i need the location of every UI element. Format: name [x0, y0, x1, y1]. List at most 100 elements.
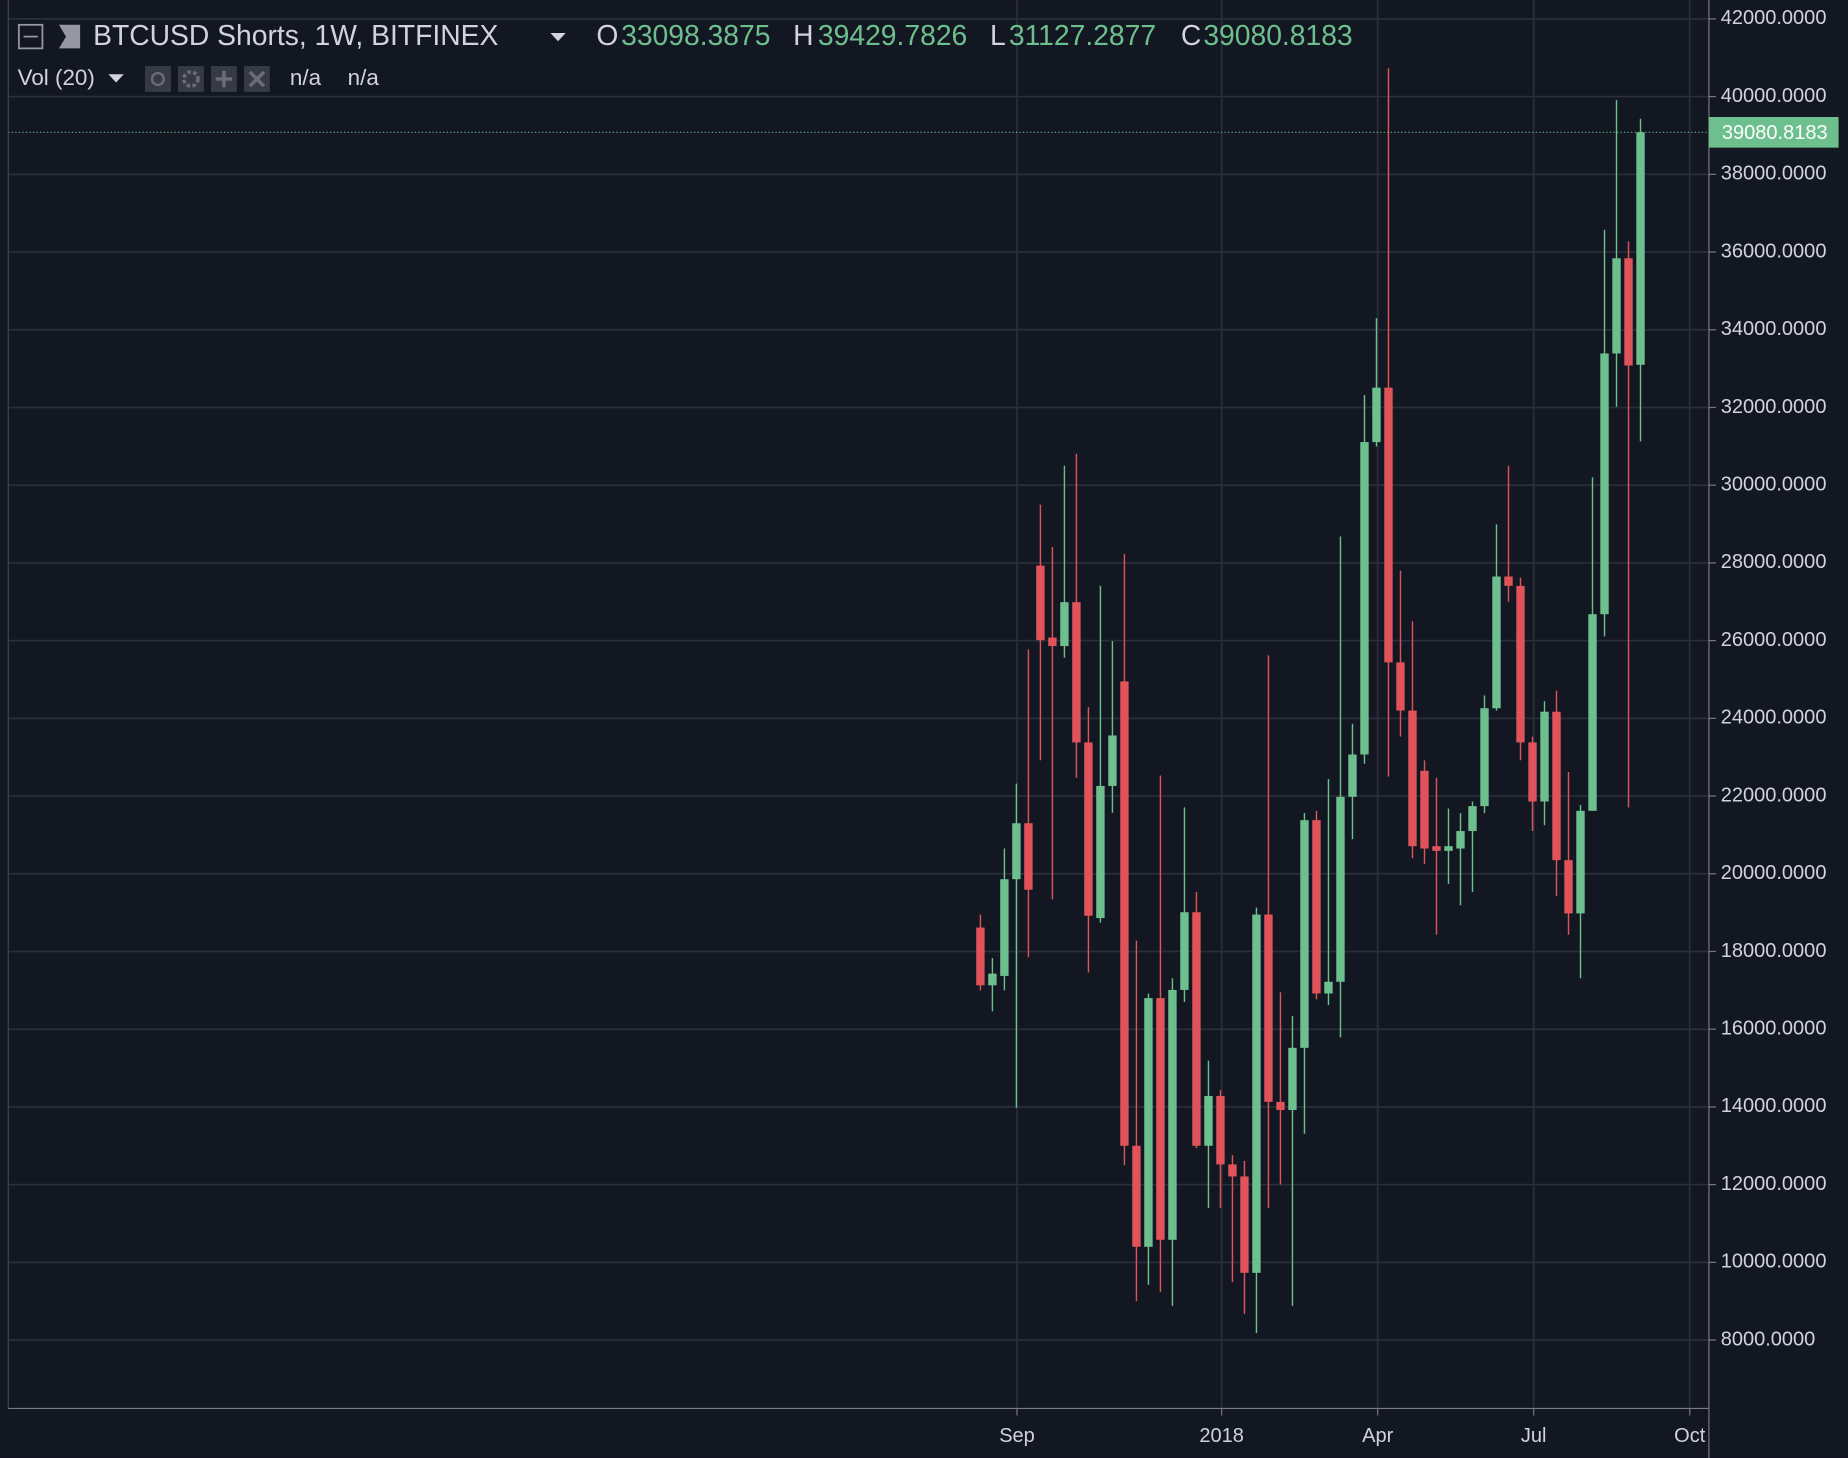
- candle-body: [1600, 353, 1609, 615]
- candles: [8, 68, 1709, 1334]
- y-tick-label: 20000.0000: [1721, 862, 1827, 884]
- y-tick-label: 12000.0000: [1721, 1173, 1827, 1195]
- eye-icon: [150, 71, 166, 87]
- gear-icon: [182, 70, 200, 88]
- candle-body: [1444, 846, 1453, 851]
- candle-body: [1468, 806, 1477, 832]
- plus-icon: [215, 70, 233, 88]
- candle-body: [1276, 1101, 1285, 1111]
- ohlc-value: 39080.8183: [1203, 19, 1352, 51]
- y-tick-label: 38000.0000: [1721, 163, 1827, 185]
- candle-body: [1360, 442, 1369, 755]
- ohlc-value: 33098.3875: [621, 19, 770, 51]
- candle-body: [1504, 576, 1513, 586]
- last-price-badge: [1708, 117, 1839, 148]
- candle-body: [1336, 796, 1345, 982]
- y-tick-label: 30000.0000: [1721, 473, 1827, 495]
- y-tick-label: 32000.0000: [1721, 396, 1827, 418]
- ohlc-value: 31127.2877: [1009, 19, 1156, 51]
- candle-body: [1552, 711, 1561, 861]
- indicator-dropdown[interactable]: [108, 74, 124, 83]
- y-tick-label: 34000.0000: [1721, 318, 1827, 340]
- candle-body: [1192, 912, 1201, 1146]
- y-tick-label: 10000.0000: [1721, 1251, 1827, 1273]
- candle-body: [1564, 860, 1573, 914]
- ohlc-label: C: [1181, 19, 1201, 51]
- candle-body: [1036, 565, 1045, 641]
- candle-body: [1012, 823, 1021, 880]
- candle-body: [988, 973, 997, 986]
- candle-body: [1396, 662, 1405, 711]
- candle-body: [1252, 914, 1261, 1273]
- last-price-label: 39080.8183: [1722, 122, 1828, 144]
- candle-body: [1264, 914, 1273, 1102]
- ohlc-label: H: [793, 19, 813, 51]
- x-tick-label: Apr: [1362, 1425, 1393, 1447]
- candle-body: [1096, 785, 1105, 919]
- candle-body: [1384, 387, 1393, 663]
- candle-body: [1420, 770, 1429, 849]
- collapse-button[interactable]: [17, 23, 44, 50]
- ohlc-value: 39429.7826: [818, 19, 967, 51]
- candle-body: [1324, 981, 1333, 994]
- y-tick-label: 22000.0000: [1721, 784, 1827, 806]
- candle-body: [1456, 831, 1465, 849]
- candle-body: [1588, 614, 1597, 811]
- grid: [8, 0, 1709, 1409]
- y-tick-label: 16000.0000: [1721, 1017, 1827, 1039]
- indicator-title[interactable]: Vol (20): [18, 65, 95, 90]
- candle-body: [1408, 710, 1417, 847]
- candle-body: [1060, 602, 1069, 647]
- candle-body: [1288, 1047, 1297, 1111]
- indicator-value: n/a: [290, 65, 322, 90]
- candle-body: [1516, 585, 1525, 743]
- candle-body: [1144, 998, 1153, 1247]
- candle-body: [1528, 742, 1537, 802]
- candle-body: [1024, 823, 1033, 890]
- candle-body: [1228, 1164, 1237, 1177]
- candle-body: [1000, 879, 1009, 976]
- candle-body: [1540, 711, 1549, 802]
- candle-body: [1624, 258, 1633, 366]
- y-tick-label: 42000.0000: [1721, 7, 1827, 29]
- y-tick-label: 8000.0000: [1721, 1328, 1816, 1350]
- symbol-title[interactable]: BTCUSD Shorts, 1W, BITFINEX: [93, 19, 498, 51]
- candle-body: [1180, 912, 1189, 990]
- candle-body: [976, 927, 985, 986]
- candle-body: [1348, 754, 1357, 797]
- flag-icon[interactable]: [58, 24, 81, 49]
- candle-body: [1168, 989, 1177, 1240]
- y-tick-label: 36000.0000: [1721, 240, 1827, 262]
- candle-body: [1480, 708, 1489, 807]
- candle-body: [1132, 1145, 1141, 1247]
- candle-body: [1072, 602, 1081, 743]
- candle-body: [1048, 637, 1057, 647]
- candle-body: [1636, 132, 1645, 365]
- indicator-value: n/a: [348, 65, 380, 90]
- x-tick-label: Oct: [1674, 1425, 1706, 1447]
- candle-body: [1108, 735, 1117, 786]
- y-tick-label: 40000.0000: [1721, 85, 1827, 107]
- candle-body: [1432, 846, 1441, 851]
- candle-body: [1120, 681, 1129, 1146]
- candle-body: [1312, 820, 1321, 994]
- visibility-button[interactable]: [144, 66, 171, 92]
- settings-button[interactable]: [177, 66, 204, 92]
- candle-body: [1492, 576, 1501, 709]
- symbol-dropdown[interactable]: [550, 33, 566, 42]
- legend-header: BTCUSD Shorts, 1W, BITFINEX O 33098.3875…: [18, 19, 1353, 92]
- y-tick-label: 26000.0000: [1721, 629, 1827, 651]
- candle-body: [1084, 742, 1093, 916]
- x-tick-label: Sep: [999, 1425, 1035, 1447]
- x-tick-label: 2018: [1199, 1425, 1244, 1447]
- candle-body: [1216, 1096, 1225, 1165]
- y-tick-label: 14000.0000: [1721, 1095, 1827, 1117]
- candle-body: [1576, 810, 1585, 914]
- y-tick-label: 18000.0000: [1721, 940, 1827, 962]
- candle-body: [1240, 1176, 1249, 1273]
- candle-body: [1204, 1096, 1213, 1146]
- close-icon: [248, 70, 266, 88]
